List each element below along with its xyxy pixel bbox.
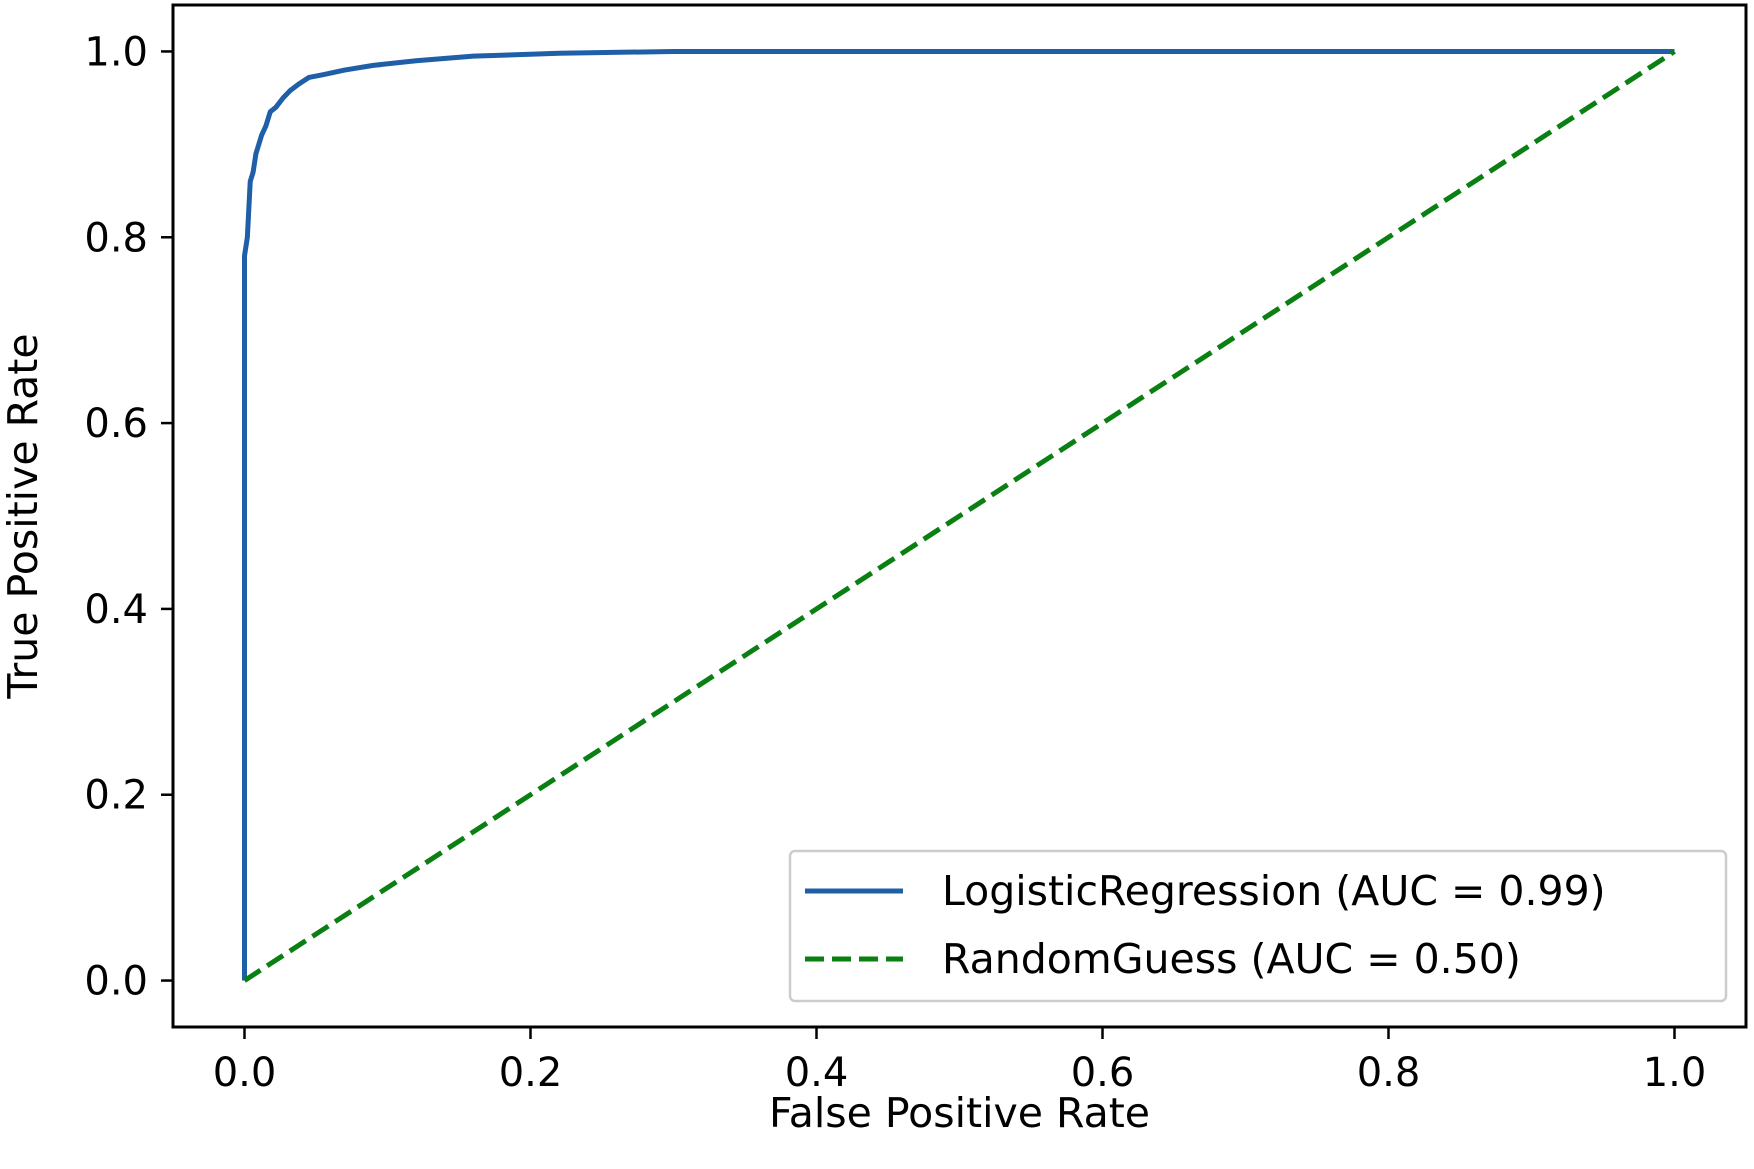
x-tick-label: 0.0 [213, 1050, 277, 1096]
x-tick-label: 0.6 [1071, 1050, 1135, 1096]
y-tick-label: 0.6 [84, 401, 148, 447]
legend-label-0: LogisticRegression (AUC = 0.99) [942, 867, 1606, 915]
y-axis-label: True Positive Rate [0, 333, 47, 699]
x-tick-label: 1.0 [1643, 1050, 1707, 1096]
legend-label-1: RandomGuess (AUC = 0.50) [942, 935, 1521, 983]
plot-frame [171, 3, 1748, 1029]
legend-box [788, 849, 1728, 1003]
series-line-1 [243, 49, 1676, 983]
y-tick-label: 0.0 [84, 959, 148, 1005]
x-tick-label: 0.4 [785, 1050, 849, 1096]
y-tick-label: 1.0 [84, 29, 148, 75]
x-tick-label: 0.8 [1357, 1050, 1421, 1096]
y-tick-label: 0.4 [84, 587, 148, 633]
y-tick-label: 0.8 [84, 215, 148, 261]
y-tick-label: 0.2 [84, 773, 148, 819]
x-axis-label: False Positive Rate [769, 1089, 1150, 1137]
series-line-0 [242, 48, 1675, 981]
x-tick-label: 0.2 [499, 1050, 563, 1096]
